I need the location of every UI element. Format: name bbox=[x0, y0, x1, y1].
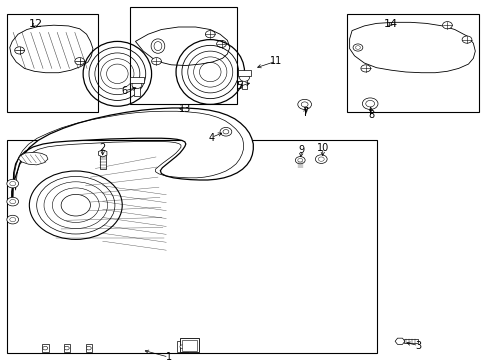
Bar bbox=[346, 14, 478, 112]
Bar bbox=[41, 344, 49, 352]
Text: 12: 12 bbox=[29, 19, 42, 29]
Polygon shape bbox=[12, 108, 253, 202]
Bar bbox=[182, 340, 196, 351]
Bar bbox=[237, 70, 251, 76]
Bar bbox=[129, 7, 237, 104]
Circle shape bbox=[10, 199, 16, 204]
Circle shape bbox=[7, 179, 19, 188]
Text: 9: 9 bbox=[298, 145, 304, 155]
Text: 4: 4 bbox=[208, 132, 214, 143]
Bar bbox=[7, 14, 98, 112]
Bar bbox=[130, 77, 143, 83]
Polygon shape bbox=[19, 152, 48, 165]
Circle shape bbox=[297, 99, 311, 109]
Polygon shape bbox=[349, 22, 474, 73]
Circle shape bbox=[86, 346, 91, 350]
Bar bbox=[180, 338, 198, 352]
Circle shape bbox=[223, 130, 228, 134]
Circle shape bbox=[301, 102, 307, 107]
Text: 5: 5 bbox=[236, 81, 242, 91]
Circle shape bbox=[7, 215, 19, 224]
Text: 6: 6 bbox=[122, 86, 127, 96]
Bar bbox=[241, 80, 247, 89]
Circle shape bbox=[216, 40, 226, 48]
Bar bbox=[403, 339, 417, 343]
Ellipse shape bbox=[61, 194, 90, 216]
Circle shape bbox=[442, 22, 451, 29]
Circle shape bbox=[220, 127, 231, 136]
Bar bbox=[63, 344, 70, 352]
Circle shape bbox=[43, 346, 48, 350]
Circle shape bbox=[10, 181, 16, 186]
Text: 10: 10 bbox=[316, 143, 328, 153]
Circle shape bbox=[15, 47, 24, 54]
Bar bbox=[177, 341, 187, 352]
Ellipse shape bbox=[151, 39, 164, 53]
Circle shape bbox=[315, 155, 326, 163]
Polygon shape bbox=[135, 27, 229, 66]
Bar bbox=[7, 140, 376, 353]
Circle shape bbox=[205, 31, 215, 38]
Polygon shape bbox=[10, 25, 93, 73]
Circle shape bbox=[297, 158, 302, 162]
Circle shape bbox=[352, 44, 362, 51]
Circle shape bbox=[362, 98, 377, 109]
Circle shape bbox=[180, 345, 184, 348]
Bar bbox=[85, 344, 92, 352]
Circle shape bbox=[318, 157, 324, 161]
Text: 11: 11 bbox=[269, 56, 282, 66]
Text: 13: 13 bbox=[178, 104, 191, 114]
Text: 7: 7 bbox=[302, 107, 308, 117]
Circle shape bbox=[365, 100, 374, 107]
Circle shape bbox=[132, 81, 142, 89]
Text: 3: 3 bbox=[415, 341, 421, 351]
Circle shape bbox=[355, 46, 360, 49]
Bar bbox=[134, 87, 140, 96]
Circle shape bbox=[295, 157, 305, 164]
Circle shape bbox=[75, 58, 84, 65]
Circle shape bbox=[64, 346, 69, 350]
Text: 2: 2 bbox=[100, 143, 105, 153]
Circle shape bbox=[360, 65, 370, 72]
Circle shape bbox=[461, 36, 471, 43]
Text: 8: 8 bbox=[368, 110, 374, 120]
Text: 14: 14 bbox=[384, 19, 397, 29]
Text: 1: 1 bbox=[165, 352, 171, 360]
Circle shape bbox=[7, 197, 19, 206]
Circle shape bbox=[239, 74, 249, 81]
Circle shape bbox=[151, 58, 161, 65]
Bar bbox=[100, 155, 105, 169]
Circle shape bbox=[10, 217, 16, 222]
